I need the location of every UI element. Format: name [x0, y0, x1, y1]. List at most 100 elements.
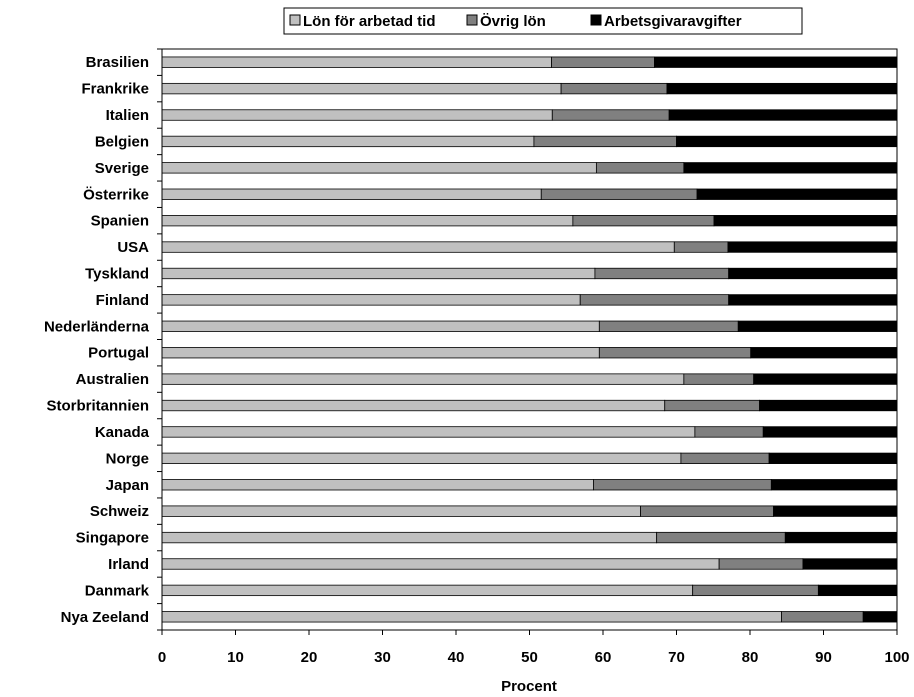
bar-segment-2	[694, 426, 764, 438]
bar-segment-2	[656, 531, 786, 544]
bar-segment-2	[595, 162, 685, 174]
bar-segment-1	[161, 188, 542, 200]
bar-segment-2	[593, 479, 772, 491]
category-label: Frankrike	[81, 81, 149, 98]
category-label: Norge	[106, 450, 149, 467]
bar-segment-3	[737, 320, 898, 332]
x-tick-label: 70	[668, 649, 685, 666]
category-label: Tyskland	[85, 265, 149, 282]
bar-segment-1	[161, 399, 666, 412]
category-label: Sverige	[95, 160, 149, 177]
category-label: Italien	[106, 107, 149, 124]
x-tick-label: 100	[884, 649, 909, 666]
category-label: Finland	[96, 292, 149, 309]
legend-box	[283, 7, 803, 35]
bars	[161, 56, 898, 623]
legend-label: Arbetsgivaravgifter	[604, 13, 742, 30]
bar-segment-3	[802, 558, 898, 570]
bar-segment-1	[161, 584, 694, 597]
bar-segment-3	[762, 426, 898, 438]
bar-segment-1	[161, 135, 535, 148]
x-axis: 0 10 20 30 40 50 60 70 80 90 100	[157, 48, 910, 666]
bar-segment-2	[533, 135, 677, 148]
bar-segment-2	[540, 188, 698, 200]
bar-segment-1	[161, 558, 720, 570]
bar-segment-1	[161, 531, 658, 544]
legend: Lön för arbetad tid Övrig lön Arbetsgivara…	[283, 7, 803, 35]
bar-segment-3	[759, 399, 898, 412]
bar-segment-2	[598, 320, 739, 332]
bar-segment-1	[161, 56, 552, 68]
x-tick-label: 20	[301, 649, 318, 666]
x-axis-title: Procent	[501, 678, 557, 695]
bar-segment-1	[161, 426, 696, 438]
bar-segment-3	[727, 241, 898, 253]
x-tick-label: 40	[448, 649, 465, 666]
category-labels: Brasilien Frankrike Italien Belgien Sverige Ö…	[44, 54, 150, 626]
bar-segment-2	[664, 399, 760, 412]
bar-segment-3	[768, 452, 898, 464]
x-tick-label: 50	[521, 649, 538, 666]
bar-segment-1	[161, 241, 675, 253]
legend-label: Lön för arbetad tid	[303, 13, 436, 30]
bar-segment-2	[551, 109, 670, 121]
category-label: Portugal	[88, 345, 149, 362]
bar-segment-1	[161, 479, 594, 491]
bar-segment-3	[713, 215, 898, 227]
bar-segment-1	[161, 82, 562, 95]
category-label: Österrike	[83, 186, 149, 203]
category-label: Schweiz	[90, 503, 149, 520]
legend-swatch	[590, 14, 602, 26]
bar-segment-1	[161, 294, 581, 306]
bar-segment-2	[692, 584, 819, 597]
bar-segment-1	[161, 347, 600, 359]
bar-segment-2	[673, 241, 729, 253]
bar-segment-2	[572, 215, 715, 227]
bar-segment-2	[579, 294, 730, 306]
bar-segment-3	[750, 347, 898, 359]
category-label: Australien	[76, 371, 149, 388]
x-tick-label: 10	[227, 649, 244, 666]
bar-segment-2	[680, 452, 770, 464]
bar-segment-2	[640, 505, 774, 517]
bar-segment-2	[560, 82, 668, 95]
bar-segment-1	[161, 267, 596, 280]
category-label: Storbritannien	[46, 398, 149, 415]
bar-segment-1	[161, 505, 641, 517]
bar-segment-3	[784, 531, 898, 544]
bar-segment-3	[654, 56, 898, 68]
bar-segment-2	[551, 56, 655, 68]
x-tick-label: 30	[374, 649, 391, 666]
bar-segment-1	[161, 109, 553, 121]
category-label: Belgien	[95, 133, 149, 150]
x-tick-label: 80	[742, 649, 759, 666]
bar-segment-2	[683, 373, 755, 385]
x-tick-label: 60	[595, 649, 612, 666]
bar-segment-3	[683, 162, 898, 174]
category-label: Irland	[108, 556, 149, 573]
bar-segment-3	[666, 82, 898, 95]
category-label: USA	[117, 239, 149, 256]
category-label: Spanien	[91, 213, 149, 230]
category-label: Danmark	[85, 582, 150, 599]
bar-segment-1	[161, 320, 600, 332]
bar-segment-1	[161, 215, 574, 227]
bar-segment-1	[161, 162, 597, 174]
bar-segment-3	[773, 505, 898, 517]
bar-segment-3	[728, 294, 898, 306]
bar-segment-3	[696, 188, 898, 200]
category-label: Nederländerna	[44, 318, 150, 335]
category-label: Nya Zeeland	[61, 609, 149, 626]
category-label: Kanada	[95, 424, 150, 441]
bar-segment-2	[718, 558, 804, 570]
bar-segment-3	[770, 479, 898, 491]
category-label: Brasilien	[86, 54, 149, 71]
category-label: Japan	[106, 477, 149, 494]
bar-segment-1	[161, 373, 685, 385]
bar-segment-1	[161, 611, 783, 623]
x-tick-label: 0	[158, 649, 166, 666]
bar-segment-3	[668, 109, 898, 121]
bar-segment-3	[753, 373, 898, 385]
bar-segment-1	[161, 452, 682, 464]
bar-segment-2	[594, 267, 730, 280]
